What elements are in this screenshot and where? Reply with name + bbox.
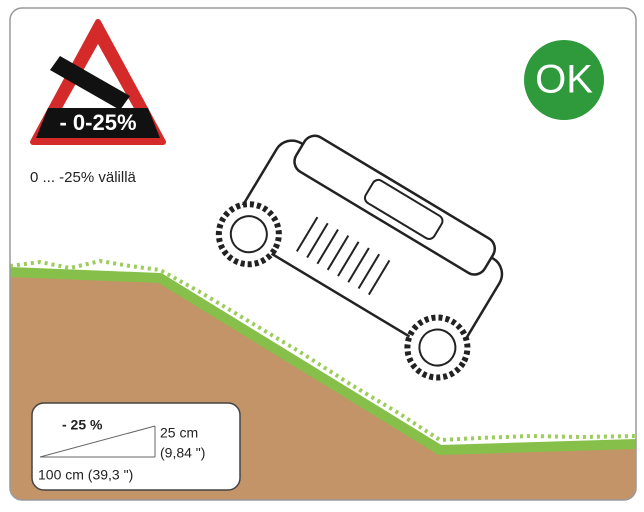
inset-rise-cm: 25 cm xyxy=(160,425,198,441)
page: {"sign": {"label": "- 0-25%"}, "caption"… xyxy=(0,0,644,512)
inset-slope: - 25 % xyxy=(62,417,103,433)
inset-rise-in: (9,84 ") xyxy=(160,445,205,461)
status: OK xyxy=(535,58,593,102)
inset-run: 100 cm (39,3 ") xyxy=(38,467,133,483)
caption: 0 ... -25% välillä xyxy=(30,169,137,186)
illustration: - 0-25% 0 ... -25% välillä OK - 25 % 25 … xyxy=(0,0,644,512)
sign-label: - 0-25% xyxy=(59,110,136,135)
slope-inset: - 25 % 25 cm (9,84 ") 100 cm (39,3 ") xyxy=(32,403,240,490)
